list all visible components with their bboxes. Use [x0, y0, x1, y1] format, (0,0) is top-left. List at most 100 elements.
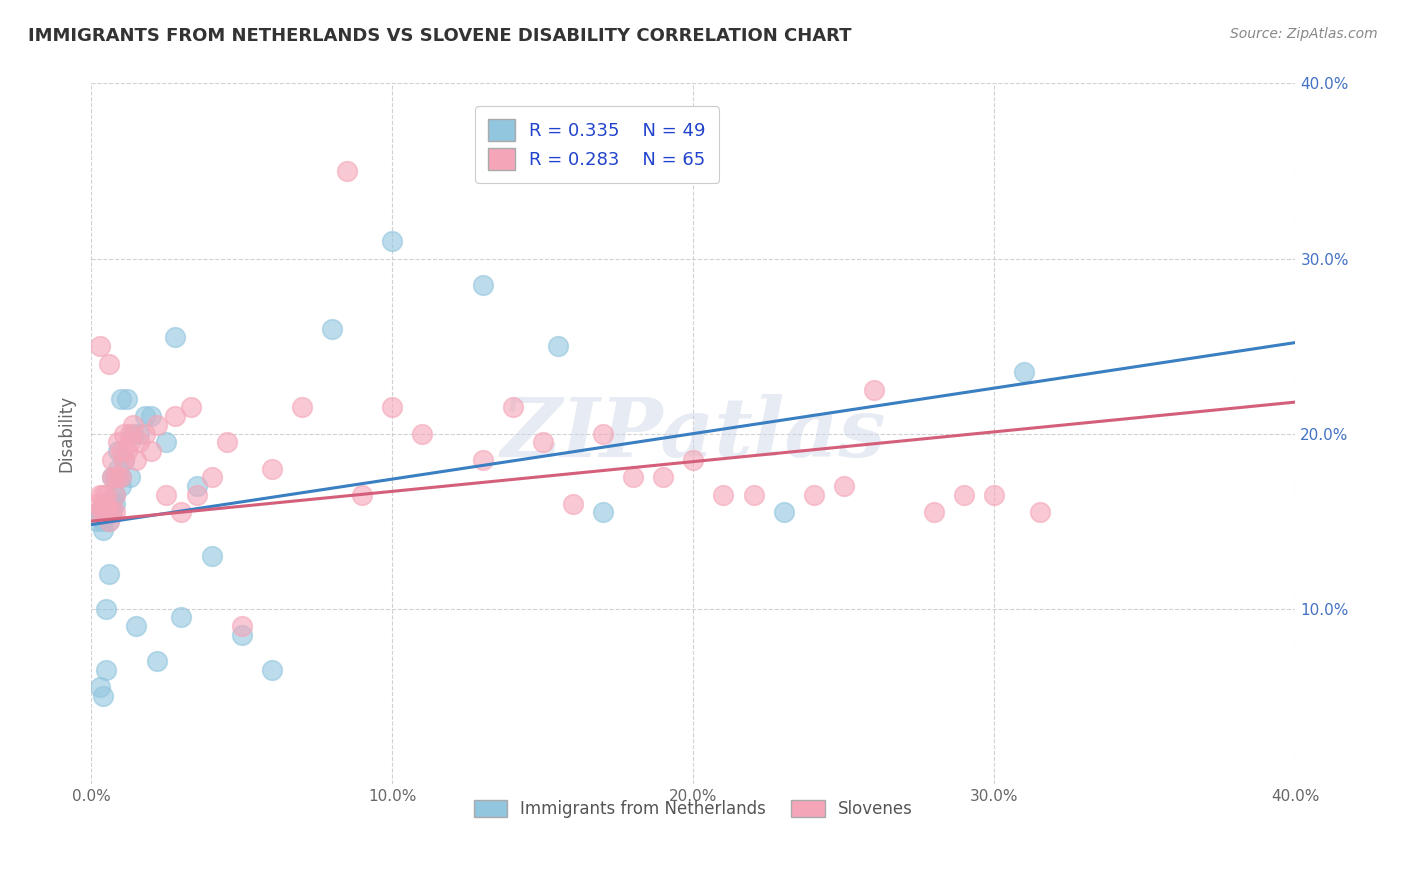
- Point: [592, 505, 614, 519]
- Point: [1014, 365, 1036, 379]
- Point: [411, 426, 433, 441]
- Point: [110, 470, 132, 484]
- Point: [134, 426, 156, 441]
- Point: [146, 654, 169, 668]
- Point: [91, 689, 114, 703]
- Point: [96, 488, 118, 502]
- Text: Source: ZipAtlas.com: Source: ZipAtlas.com: [1230, 27, 1378, 41]
- Point: [983, 488, 1005, 502]
- Point: [91, 488, 114, 502]
- Point: [96, 497, 118, 511]
- Point: [117, 392, 139, 406]
- Point: [141, 409, 163, 423]
- Point: [155, 488, 177, 502]
- Point: [98, 514, 121, 528]
- Point: [231, 619, 253, 633]
- Text: ZIPatlas: ZIPatlas: [501, 393, 886, 474]
- Legend: Immigrants from Netherlands, Slovenes: Immigrants from Netherlands, Slovenes: [467, 793, 920, 824]
- Point: [291, 401, 314, 415]
- Point: [107, 470, 129, 484]
- Point: [561, 497, 583, 511]
- Point: [101, 497, 124, 511]
- Point: [110, 470, 132, 484]
- Point: [104, 505, 127, 519]
- Point: [104, 497, 127, 511]
- Point: [98, 505, 121, 519]
- Point: [128, 435, 150, 450]
- Point: [91, 514, 114, 528]
- Point: [120, 426, 142, 441]
- Point: [321, 321, 343, 335]
- Point: [91, 497, 114, 511]
- Point: [682, 453, 704, 467]
- Point: [101, 453, 124, 467]
- Point: [1028, 505, 1050, 519]
- Point: [101, 470, 124, 484]
- Point: [621, 470, 644, 484]
- Point: [110, 444, 132, 458]
- Point: [134, 409, 156, 423]
- Point: [101, 470, 124, 484]
- Point: [112, 453, 135, 467]
- Point: [772, 505, 794, 519]
- Point: [110, 392, 132, 406]
- Point: [96, 601, 118, 615]
- Point: [104, 488, 127, 502]
- Point: [98, 505, 121, 519]
- Point: [953, 488, 976, 502]
- Point: [98, 566, 121, 581]
- Point: [260, 461, 283, 475]
- Point: [652, 470, 675, 484]
- Point: [200, 470, 222, 484]
- Point: [96, 497, 118, 511]
- Point: [101, 505, 124, 519]
- Point: [128, 426, 150, 441]
- Point: [260, 663, 283, 677]
- Point: [96, 663, 118, 677]
- Point: [165, 409, 187, 423]
- Point: [713, 488, 735, 502]
- Point: [107, 461, 129, 475]
- Point: [215, 435, 238, 450]
- Point: [531, 435, 554, 450]
- Point: [107, 435, 129, 450]
- Point: [96, 505, 118, 519]
- Point: [96, 505, 118, 519]
- Point: [336, 164, 359, 178]
- Point: [98, 505, 121, 519]
- Point: [179, 401, 201, 415]
- Point: [125, 453, 148, 467]
- Point: [170, 505, 193, 519]
- Point: [122, 426, 145, 441]
- Point: [117, 444, 139, 458]
- Point: [122, 417, 145, 432]
- Point: [98, 514, 121, 528]
- Point: [104, 470, 127, 484]
- Point: [547, 339, 569, 353]
- Point: [120, 470, 142, 484]
- Point: [101, 505, 124, 519]
- Point: [110, 479, 132, 493]
- Point: [125, 619, 148, 633]
- Point: [381, 401, 404, 415]
- Point: [922, 505, 945, 519]
- Point: [186, 479, 208, 493]
- Point: [89, 505, 111, 519]
- Point: [803, 488, 825, 502]
- Point: [112, 453, 135, 467]
- Point: [89, 681, 111, 695]
- Point: [89, 339, 111, 353]
- Point: [141, 444, 163, 458]
- Point: [91, 523, 114, 537]
- Point: [170, 610, 193, 624]
- Text: IMMIGRANTS FROM NETHERLANDS VS SLOVENE DISABILITY CORRELATION CHART: IMMIGRANTS FROM NETHERLANDS VS SLOVENE D…: [28, 27, 852, 45]
- Point: [86, 514, 108, 528]
- Point: [146, 417, 169, 432]
- Point: [107, 444, 129, 458]
- Point: [165, 330, 187, 344]
- Point: [231, 628, 253, 642]
- Y-axis label: Disability: Disability: [58, 395, 75, 472]
- Point: [471, 277, 494, 292]
- Point: [832, 479, 855, 493]
- Point: [155, 435, 177, 450]
